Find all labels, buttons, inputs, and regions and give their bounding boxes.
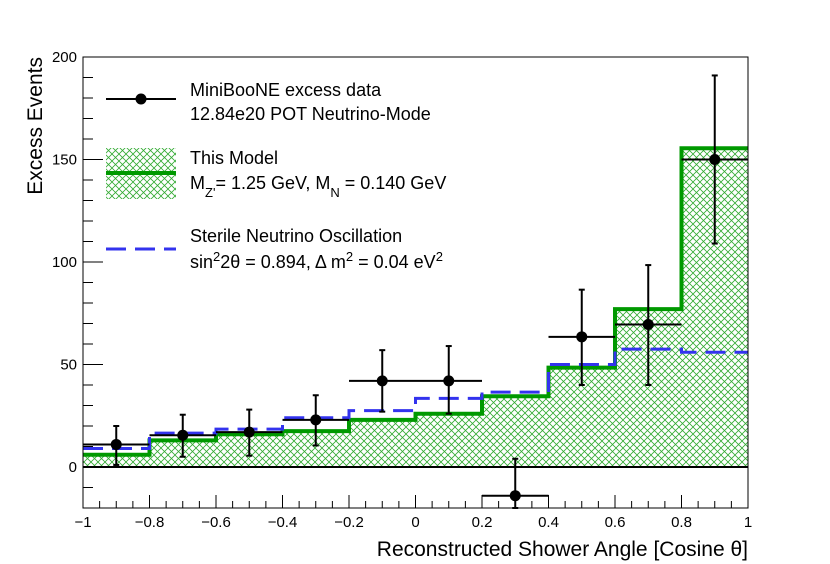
y-tick-label: 0 [69, 459, 77, 476]
data-point-group [282, 394, 349, 447]
model-layer [83, 146, 748, 467]
data-point-group [482, 457, 549, 509]
legend-sterile-sublabel-part: 2 [213, 249, 220, 264]
legend-model-sublabel-part: Z' [205, 185, 215, 200]
x-tick-label: 0 [411, 514, 419, 531]
legend-sterile-sublabel-part: 2 [436, 249, 443, 264]
data-point [310, 414, 322, 426]
model-bin-fill [415, 413, 482, 467]
legend-data-marker [135, 93, 147, 105]
legend-sterile-sublabel-part: 2 [346, 249, 353, 264]
x-tick-label: 1 [744, 514, 752, 531]
data-point [576, 331, 588, 343]
data-point [376, 375, 388, 387]
x-tick-label: 0.6 [605, 514, 626, 531]
model-bin-fill [349, 419, 416, 467]
x-tick-label: 0.2 [472, 514, 493, 531]
legend-model-label: This Model [190, 148, 278, 168]
legend-sterile-sublabel: sin22θ = 0.894, Δ m2 = 0.04 eV2 [190, 249, 443, 273]
data-point [642, 319, 654, 331]
legend-sterile-sublabel-part: = 0.04 eV [353, 252, 436, 272]
legend-model-sublabel: MZ'= 1.25 GeV, MN = 0.140 GeV [190, 173, 446, 200]
data-point [509, 490, 521, 502]
data-point-group [415, 345, 482, 415]
data-point [177, 429, 189, 441]
x-tick-label: 0.4 [538, 514, 559, 531]
legend-model-sublabel-part: = 0.140 GeV [340, 173, 447, 193]
legend-data-sublabel: 12.84e20 POT Neutrino-Mode [190, 104, 431, 124]
y-tick-label: 150 [52, 152, 77, 169]
y-tick-label: 200 [52, 49, 77, 66]
x-axis-title: Reconstructed Shower Angle [Cosine θ] [377, 538, 748, 561]
legend-model-sublabel-part: = 1.25 GeV, M [215, 173, 330, 193]
data-point-group [216, 408, 283, 457]
data-point-group [548, 288, 615, 386]
legend-sterile-sublabel-part: 2θ = 0.894, Δ m [220, 252, 346, 272]
x-tick-label: −0.8 [135, 514, 165, 531]
x-tick-label: −0.6 [201, 514, 231, 531]
x-tick-label: 0.8 [671, 514, 692, 531]
data-layer [83, 74, 748, 509]
legend-data-label: MiniBooNE excess data [190, 80, 382, 100]
data-point-group [83, 425, 150, 466]
legend-sterile-sublabel-part: sin [190, 252, 213, 272]
legend: MiniBooNE excess data 12.84e20 POT Neutri… [106, 80, 446, 272]
y-tick-label: 50 [60, 357, 77, 374]
model-bin-fill [482, 396, 549, 467]
x-tick-label: −0.2 [334, 514, 364, 531]
y-tick-label: 100 [52, 254, 77, 271]
legend-model-sublabel-part: N [330, 185, 339, 200]
data-point [443, 375, 455, 387]
data-point-group [681, 74, 748, 245]
legend-sterile-label: Sterile Neutrino Oscillation [190, 226, 402, 246]
x-tick-label: −0.4 [268, 514, 298, 531]
data-point-group [349, 349, 416, 413]
data-point [709, 154, 721, 165]
data-point [110, 438, 122, 450]
y-axis-title: Excess Events [24, 57, 47, 195]
data-point-group [149, 413, 216, 458]
x-tick-label: −1 [74, 514, 91, 531]
plot-frame-layer: −1 −0.8 −0.6 −0.4 −0.2 0 0.2 0.4 0.6 0.8 1 0 50 100 15… [52, 49, 752, 531]
legend-model-sublabel-part: M [190, 173, 205, 193]
data-point-group [615, 264, 682, 386]
data-point [243, 426, 255, 438]
model-step-line [83, 146, 748, 457]
